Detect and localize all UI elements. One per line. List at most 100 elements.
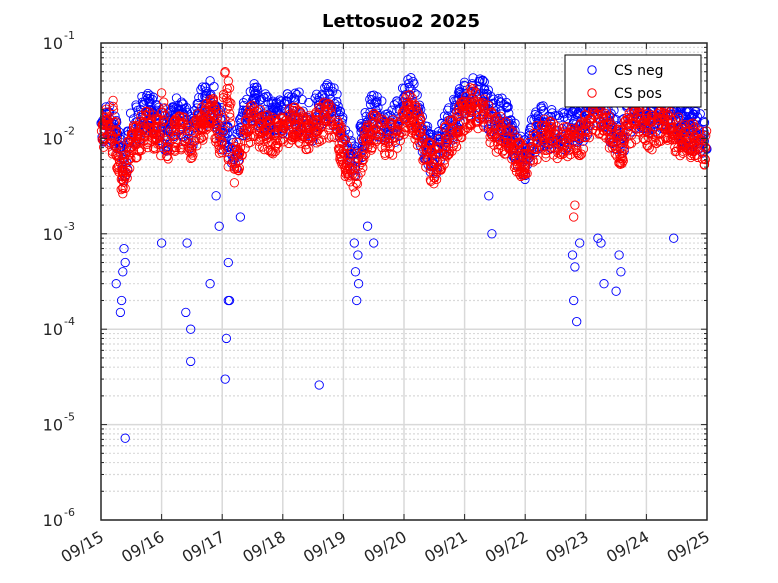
data-point xyxy=(617,152,627,162)
data-point xyxy=(376,117,386,128)
data-point xyxy=(475,98,485,108)
data-point xyxy=(499,119,509,129)
data-point xyxy=(278,119,288,129)
data-point xyxy=(353,279,364,289)
data-point xyxy=(153,115,164,126)
data-point xyxy=(282,89,292,99)
data-point xyxy=(508,142,518,153)
data-point xyxy=(653,128,663,139)
data-point xyxy=(408,105,419,116)
data-point xyxy=(294,106,304,116)
data-point xyxy=(435,148,446,158)
data-point xyxy=(678,133,688,144)
data-point xyxy=(223,76,233,86)
data-point xyxy=(572,143,582,153)
data-point xyxy=(126,142,136,153)
data-point xyxy=(659,108,669,118)
data-point xyxy=(134,136,145,146)
data-point xyxy=(496,106,507,116)
data-point xyxy=(541,145,551,156)
data-point xyxy=(199,114,209,124)
data-point xyxy=(303,120,313,130)
data-point xyxy=(247,95,258,106)
data-point xyxy=(353,250,363,260)
data-point xyxy=(677,124,687,134)
data-point xyxy=(673,133,683,143)
data-point xyxy=(604,143,615,153)
data-point xyxy=(478,121,489,131)
data-point xyxy=(362,221,373,231)
legend-label-cs-neg: CS neg xyxy=(614,63,664,79)
data-point xyxy=(615,149,625,159)
data-point xyxy=(255,104,265,115)
data-point xyxy=(200,105,210,115)
data-point xyxy=(257,111,267,122)
data-point xyxy=(187,138,197,148)
data-point xyxy=(405,105,415,115)
data-point xyxy=(151,115,162,126)
data-point xyxy=(245,102,255,112)
data-point xyxy=(440,137,451,147)
data-point xyxy=(501,97,512,108)
data-point xyxy=(159,97,169,107)
data-point xyxy=(459,80,469,91)
data-point xyxy=(205,105,215,115)
data-point xyxy=(235,212,246,222)
data-point xyxy=(189,105,200,116)
data-point xyxy=(503,102,513,112)
data-point xyxy=(297,94,307,105)
data-point xyxy=(273,117,283,127)
data-point xyxy=(157,107,167,118)
data-point xyxy=(699,160,709,170)
data-point xyxy=(502,133,512,144)
data-point xyxy=(638,128,649,138)
data-point xyxy=(453,119,464,130)
data-point xyxy=(417,138,427,148)
data-point xyxy=(350,267,361,277)
data-point xyxy=(314,102,324,113)
data-point xyxy=(104,113,115,124)
data-point xyxy=(688,124,698,134)
data-point xyxy=(559,109,569,119)
y-tick-exponent: -3 xyxy=(64,220,75,233)
data-point xyxy=(333,101,343,111)
data-point xyxy=(546,111,556,122)
data-point xyxy=(667,135,677,145)
data-point xyxy=(572,316,582,327)
data-point xyxy=(483,85,493,95)
data-point xyxy=(156,121,167,131)
data-point xyxy=(214,221,224,231)
data-point xyxy=(437,163,447,173)
data-point xyxy=(224,97,234,107)
data-point xyxy=(539,114,550,124)
data-point xyxy=(567,250,578,260)
data-point xyxy=(108,133,118,144)
data-point xyxy=(192,141,202,151)
data-point xyxy=(594,129,604,139)
data-point xyxy=(513,137,523,147)
data-point xyxy=(114,140,125,151)
data-point xyxy=(462,122,472,132)
data-point xyxy=(676,108,686,118)
data-point xyxy=(223,123,233,133)
legend-marker-cs-neg xyxy=(587,65,597,75)
data-point xyxy=(247,116,258,127)
data-point xyxy=(616,125,626,135)
data-point xyxy=(352,179,363,189)
data-point xyxy=(494,96,504,106)
data-point xyxy=(266,116,276,126)
data-point xyxy=(118,189,128,199)
y-tick-label: 10 xyxy=(43,511,63,530)
data-point xyxy=(311,89,322,99)
data-point xyxy=(314,136,324,147)
data-point xyxy=(440,155,450,165)
data-point xyxy=(673,112,684,122)
data-point xyxy=(559,122,569,132)
data-point xyxy=(550,111,560,121)
data-point xyxy=(334,139,344,149)
data-point xyxy=(163,154,173,164)
data-point xyxy=(225,112,235,122)
data-point xyxy=(350,188,360,198)
data-point xyxy=(290,95,300,105)
data-point xyxy=(322,79,333,89)
